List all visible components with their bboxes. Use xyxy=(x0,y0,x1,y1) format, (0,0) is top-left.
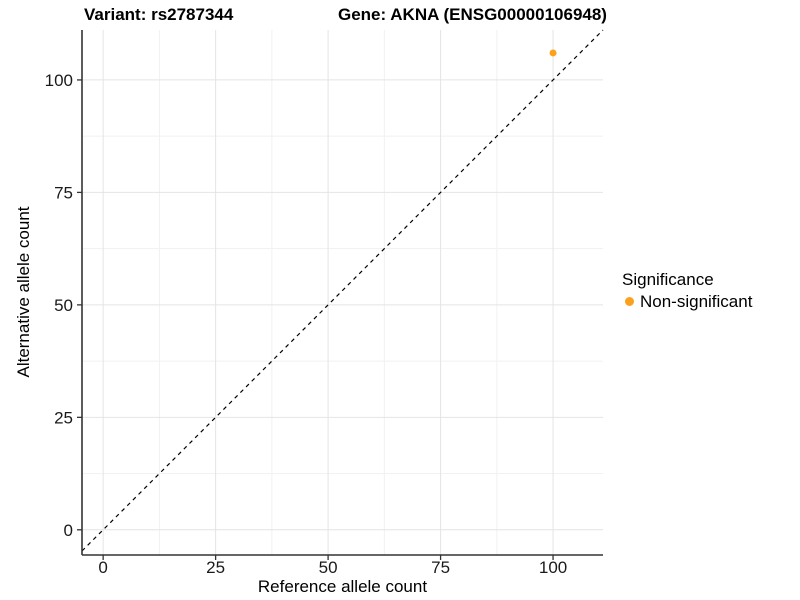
gene-title: Gene: AKNA (ENSG00000106948) xyxy=(338,5,607,24)
x-tick-label: 75 xyxy=(431,558,450,577)
y-tick-label: 25 xyxy=(54,408,73,427)
identity-dashed-line xyxy=(81,29,604,552)
x-tick-label: 50 xyxy=(319,558,338,577)
y-tick-label: 75 xyxy=(54,183,73,202)
data-point xyxy=(549,49,557,57)
variant-title: Variant: rs2787344 xyxy=(84,5,234,24)
legend-item-non-significant: Non-significant xyxy=(622,293,752,310)
y-tick-label: 50 xyxy=(54,296,73,315)
legend-marker-circle-icon xyxy=(625,297,634,306)
x-tick-label: 0 xyxy=(98,558,107,577)
x-tick-label: 100 xyxy=(539,558,567,577)
legend-item-label: Non-significant xyxy=(640,292,753,311)
x-tick-label: 25 xyxy=(206,558,225,577)
legend-title: Significance xyxy=(622,270,714,289)
x-axis-title: Reference allele count xyxy=(257,577,428,596)
y-tick-label: 0 xyxy=(64,521,73,540)
legend: Significance Non-significant xyxy=(622,271,752,310)
y-tick-label: 100 xyxy=(45,71,73,90)
y-axis-title: Alternative allele count xyxy=(14,206,33,378)
